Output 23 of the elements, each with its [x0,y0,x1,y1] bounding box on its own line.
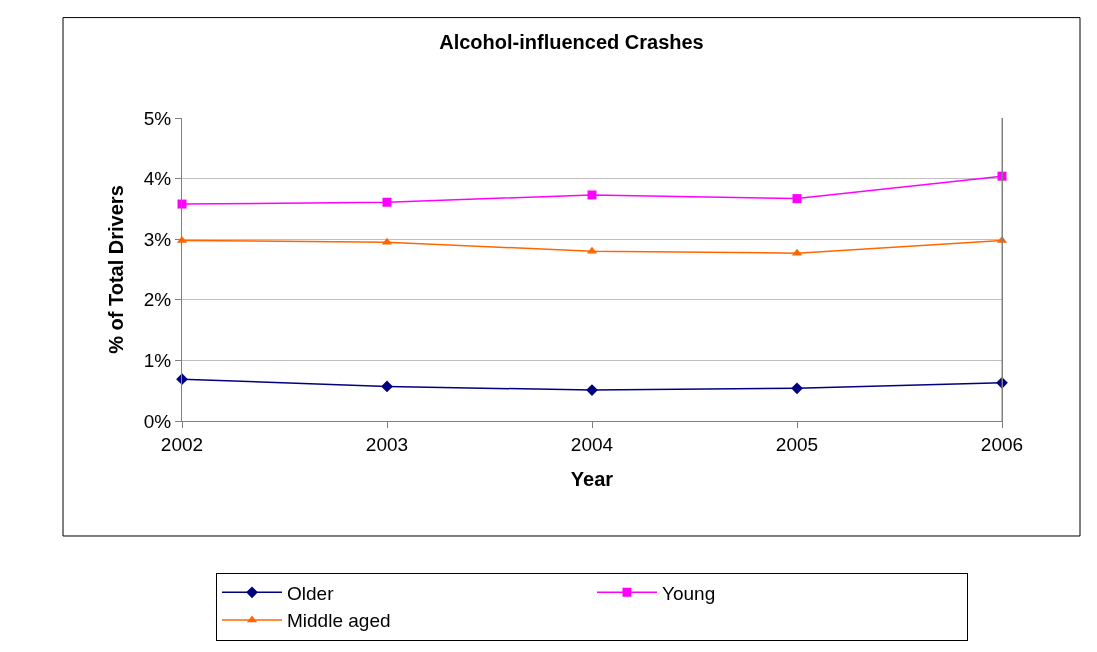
legend-label: Older [287,582,335,604]
point [791,382,803,395]
point [792,194,802,204]
chart-title: Alcohol-influenced Crashes [439,31,704,53]
point [381,380,393,393]
x-axis-title: Year [570,468,614,491]
x-tick-label: 2004 [570,433,614,455]
x-tick-label: 2003 [365,433,409,455]
y-tick-label: 5% [143,107,172,129]
x-tick-label: 2006 [980,433,1024,455]
y-tick-label: 1% [143,350,172,372]
x-tick-label: 2002 [160,433,204,455]
point [587,190,597,200]
legend-label: Young [662,582,716,604]
y-tick-label: 0% [143,410,172,432]
point [382,197,392,207]
y-axis-title: % of Total Drivers [105,185,128,354]
y-tick-label: 2% [143,289,172,311]
y-tick-label: 3% [143,228,172,250]
point [176,373,188,386]
x-tick-label: 2005 [775,433,819,455]
legend-label: Middle aged [287,610,391,632]
y-tick-label: 4% [143,168,172,190]
